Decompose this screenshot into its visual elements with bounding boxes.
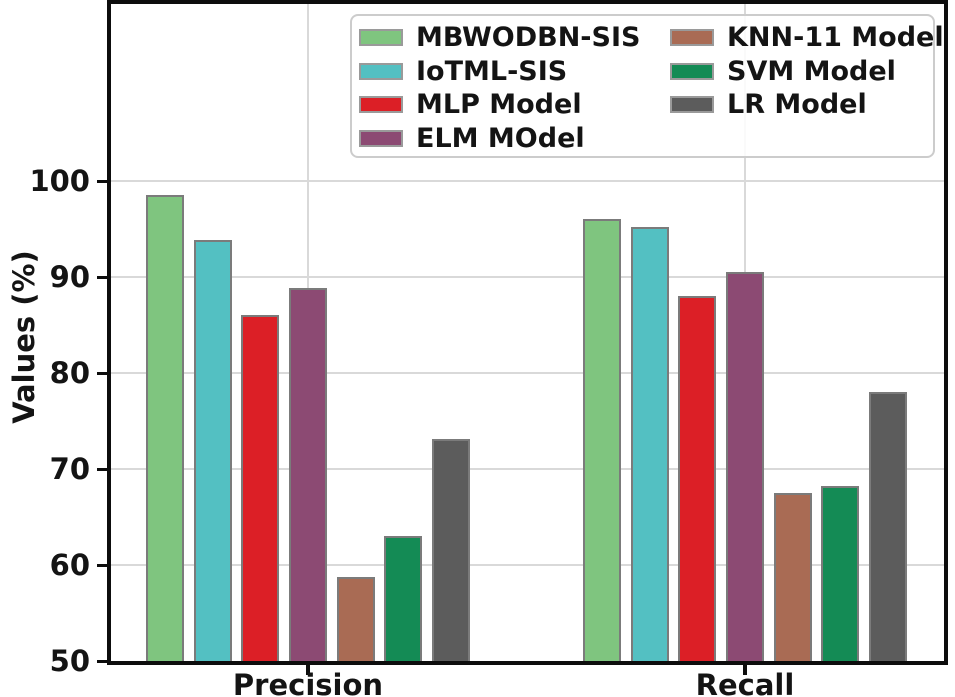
legend-column-1: MBWODBN-SIS IoTML-SIS MLP Model ELM MOdel — [359, 21, 640, 155]
gridline-y-60 — [111, 564, 944, 566]
bar-precision-mbwodbn-sis — [146, 195, 185, 661]
x-tick-label-recall: Recall — [695, 668, 795, 697]
bar-recall-svm-model — [821, 486, 860, 661]
bar-recall-lr-model — [868, 392, 907, 661]
plot-inner — [111, 4, 944, 661]
legend-swatch-lr-model — [670, 96, 714, 114]
bar-precision-iotml-sis — [193, 239, 232, 661]
gridline-y-80 — [111, 372, 944, 374]
legend-swatch-elm-model — [359, 129, 403, 147]
bar-recall-iotml-sis — [630, 227, 669, 661]
bar-recall-mbwodbn-sis — [583, 219, 622, 661]
x-tick-recall — [743, 665, 747, 675]
bar-recall-mlp-model — [678, 296, 717, 661]
y-tick-70 — [97, 467, 107, 471]
legend-item-mbwodbn-sis: MBWODBN-SIS — [359, 21, 640, 55]
y-tick-50 — [97, 659, 107, 663]
bar-precision-knn-11-model — [336, 576, 375, 661]
legend: MBWODBN-SIS IoTML-SIS MLP Model ELM MOdel KN… — [350, 14, 944, 158]
bar-precision-mlp-model — [241, 315, 280, 661]
bar-recall-knn-11-model — [773, 493, 812, 661]
legend-label-iotml-sis: IoTML-SIS — [416, 55, 568, 87]
legend-swatch-iotml-sis — [359, 62, 403, 80]
legend-swatch-knn-11-model — [670, 29, 714, 47]
legend-label-svm-model: SVM Model — [727, 55, 896, 87]
legend-swatch-mlp-model — [359, 96, 403, 114]
legend-column-2: KNN-11 Model SVM Model LR Model — [670, 21, 944, 122]
legend-label-mlp-model: MLP Model — [416, 89, 582, 121]
y-tick-label-70: 70 — [49, 452, 90, 486]
gridline-y-100 — [111, 180, 944, 182]
y-tick-90 — [97, 275, 107, 279]
legend-item-lr-model: LR Model — [670, 88, 944, 122]
legend-item-svm-model: SVM Model — [670, 55, 944, 89]
y-tick-label-80: 80 — [49, 356, 90, 390]
bar-recall-elm-model — [726, 272, 764, 661]
bar-precision-svm-model — [384, 536, 423, 661]
legend-item-knn-11-model: KNN-11 Model — [670, 21, 944, 55]
y-tick-label-100: 100 — [29, 164, 90, 198]
gridline-y-90 — [111, 276, 944, 278]
bar-precision-elm-model — [289, 287, 327, 661]
legend-label-knn-11-model: KNN-11 Model — [727, 22, 944, 54]
y-tick-label-90: 90 — [49, 260, 90, 294]
legend-item-mlp-model: MLP Model — [359, 88, 640, 122]
legend-label-lr-model: LR Model — [727, 89, 867, 121]
y-tick-80 — [97, 371, 107, 375]
legend-swatch-svm-model — [670, 62, 714, 80]
legend-label-elm-model: ELM MOdel — [416, 122, 585, 154]
y-tick-60 — [97, 563, 107, 567]
legend-label-mbwodbn-sis: MBWODBN-SIS — [416, 22, 641, 54]
x-tick-label-precision: Precision — [232, 668, 384, 697]
y-tick-label-60: 60 — [49, 548, 90, 582]
bar-precision-lr-model — [431, 439, 470, 661]
legend-item-elm-model: ELM MOdel — [359, 122, 640, 156]
gridline-y-70 — [111, 468, 944, 470]
x-tick-precision — [306, 665, 310, 675]
legend-item-iotml-sis: IoTML-SIS — [359, 55, 640, 89]
y-tick-100 — [97, 179, 107, 183]
legend-swatch-mbwodbn-sis — [359, 29, 403, 47]
y-tick-label-50: 50 — [49, 644, 90, 678]
